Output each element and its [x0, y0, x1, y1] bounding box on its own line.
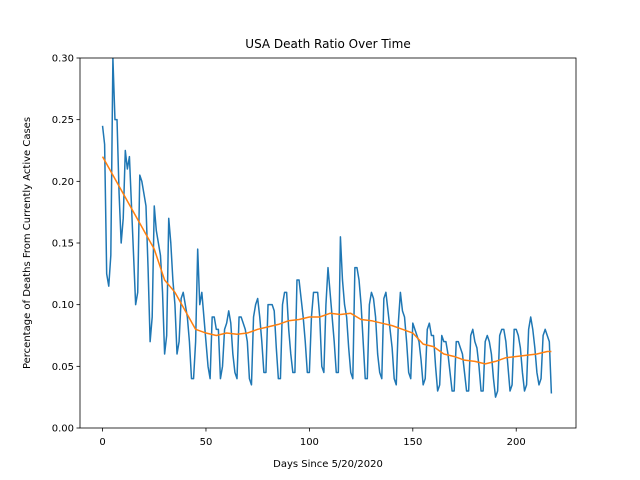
- y-tick-label: 0.00: [52, 424, 74, 435]
- chart-title: USA Death Ratio Over Time: [245, 37, 410, 51]
- x-tick-label: 150: [403, 437, 422, 448]
- x-axis-label: Days Since 5/20/2020: [273, 459, 383, 470]
- line-series: [101, 58, 553, 398]
- y-axis-label: Percentage of Deaths From Currently Acti…: [22, 117, 33, 369]
- x-tick-label: 50: [200, 437, 213, 448]
- y-tick-label: 0.15: [52, 239, 74, 250]
- x-tick-label: 200: [507, 437, 526, 448]
- y-tick-label: 0.25: [52, 115, 74, 126]
- plot-frame: [79, 57, 577, 429]
- y-tick-label: 0.30: [52, 54, 74, 65]
- x-tick-label: 0: [99, 437, 105, 448]
- y-tick-label: 0.20: [52, 177, 74, 188]
- y-tick-label: 0.05: [52, 362, 74, 373]
- y-tick-label: 0.10: [52, 300, 74, 311]
- line-series: [101, 156, 552, 365]
- x-tick-label: 100: [300, 437, 319, 448]
